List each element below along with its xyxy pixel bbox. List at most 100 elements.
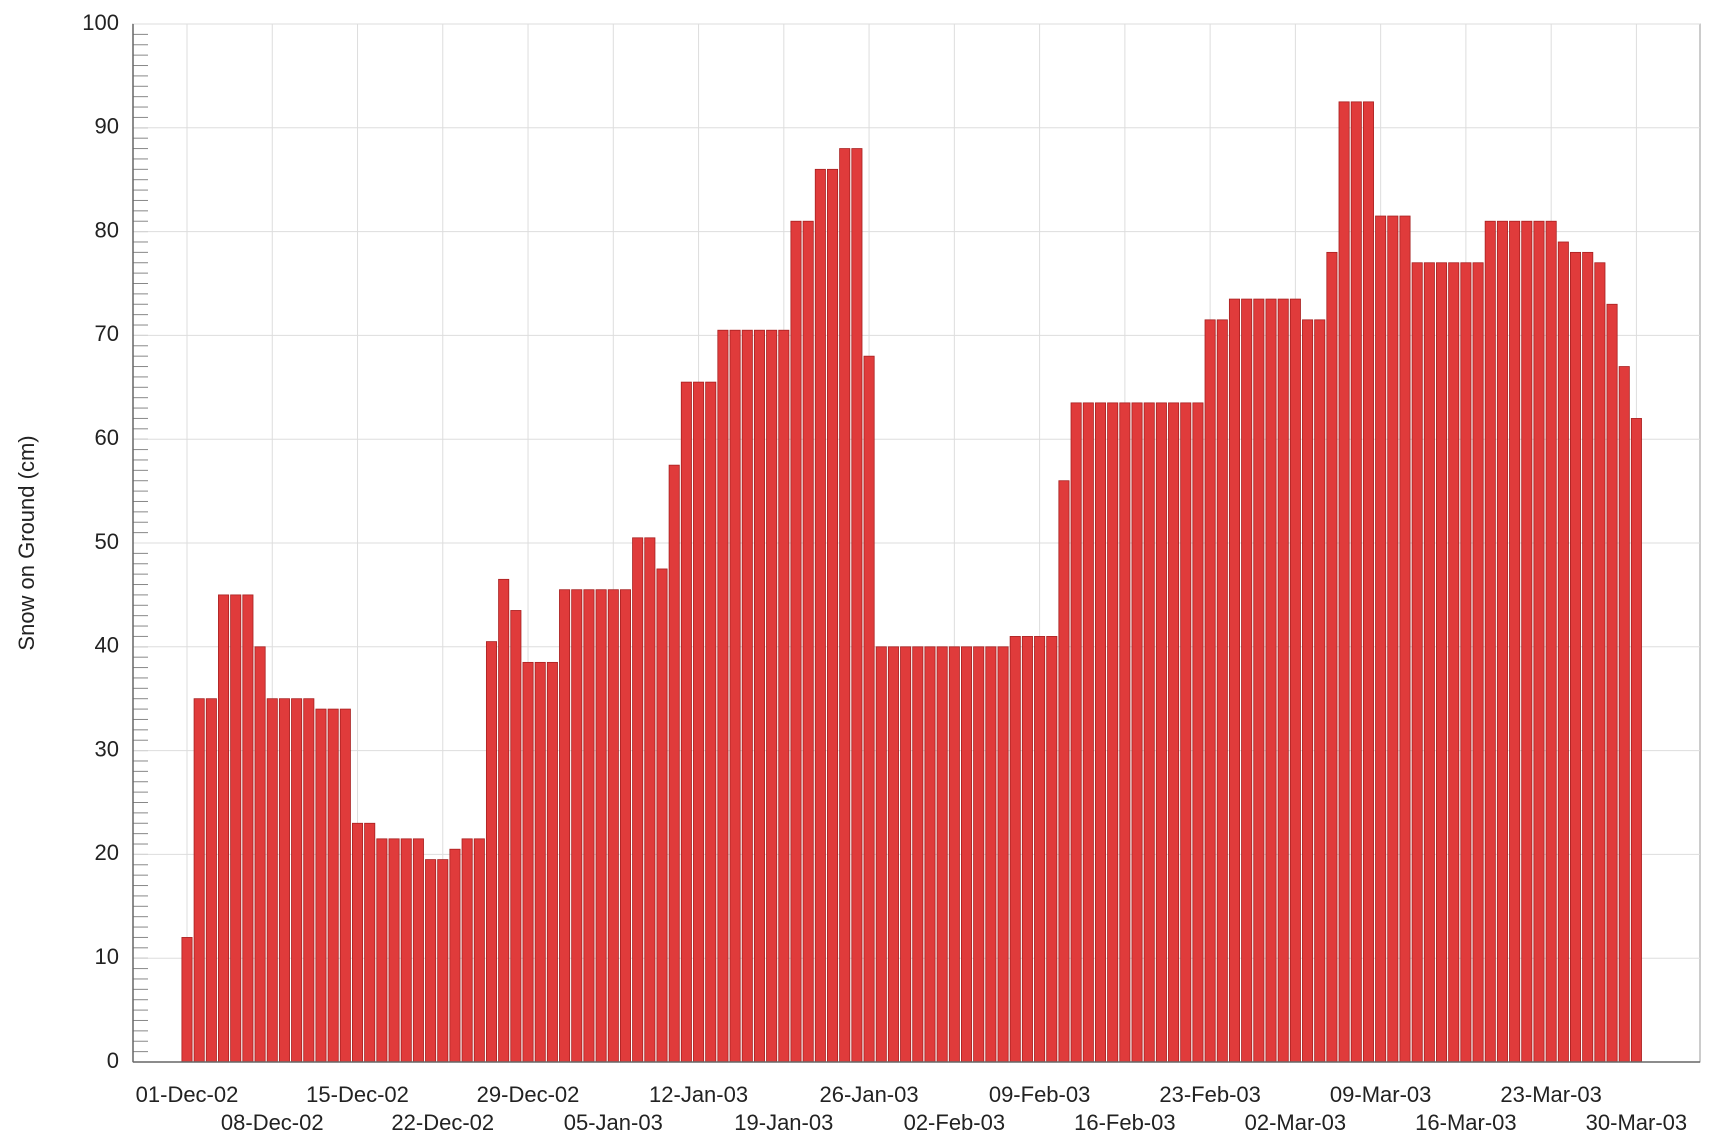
y-tick-label: 0 [107,1048,119,1073]
bar [1362,101,1374,1063]
bar [1350,101,1362,1063]
bar [1155,402,1167,1063]
bar [887,646,899,1063]
bar [778,329,790,1063]
bar [766,329,778,1063]
bar [327,708,339,1063]
bar [266,698,278,1063]
x-tick-label: 19-Jan-03 [734,1110,833,1135]
bar [827,168,839,1063]
x-tick-label: 23-Mar-03 [1500,1082,1601,1107]
x-tick-label: 16-Mar-03 [1415,1110,1516,1135]
bar [1423,262,1435,1063]
bar [1326,251,1338,1063]
y-tick-label: 100 [82,10,119,35]
bar [437,859,449,1063]
bar [693,381,705,1063]
bar [948,646,960,1063]
y-tick-label: 80 [95,217,119,242]
bar [461,838,473,1063]
bar [205,698,217,1063]
y-tick-label: 30 [95,736,119,761]
bar [571,589,583,1063]
x-tick-label: 29-Dec-02 [477,1082,580,1107]
x-tick-label: 02-Mar-03 [1245,1110,1346,1135]
bar [1570,251,1582,1063]
bar [900,646,912,1063]
bar [1253,298,1265,1063]
bar [1277,298,1289,1063]
bar [559,589,571,1063]
bar [1094,402,1107,1063]
bar [1387,215,1399,1063]
bar [741,329,753,1063]
bar [242,594,254,1063]
bar [753,329,765,1063]
bar [218,594,230,1063]
y-tick-label: 10 [95,944,119,969]
bar [1119,402,1131,1063]
bar [1289,298,1301,1063]
x-tick-label: 09-Mar-03 [1330,1082,1431,1107]
bar [1533,220,1545,1063]
bar [303,698,315,1063]
bar [1557,241,1569,1063]
y-tick-label: 50 [95,529,119,554]
bar [1606,303,1618,1063]
bar [973,646,985,1063]
bar [1070,402,1082,1063]
bar [1265,298,1277,1063]
bar [729,329,741,1063]
bar [1582,251,1594,1063]
bar [656,568,668,1063]
bar [668,464,680,1063]
x-tick-label: 02-Feb-03 [904,1110,1006,1135]
bar [912,646,924,1063]
bar [1496,220,1508,1063]
y-tick-label: 60 [95,425,119,450]
y-tick-label: 20 [95,840,119,865]
bar [1046,636,1058,1063]
bar [1484,220,1496,1063]
x-tick-label: 16-Feb-03 [1074,1110,1176,1135]
bar [291,698,303,1063]
bar [1107,402,1119,1063]
bar [1082,402,1094,1063]
bar [1204,319,1216,1063]
bar [851,148,863,1063]
bar [1521,220,1533,1063]
bar [717,329,729,1063]
bar [632,537,644,1063]
bar [1375,215,1387,1063]
bar [534,661,546,1063]
bar [607,589,619,1063]
bar [193,698,205,1063]
x-tick-label: 01-Dec-02 [136,1082,239,1107]
bar [802,220,814,1063]
x-tick-label: 26-Jan-03 [820,1082,919,1107]
bar [339,708,351,1063]
x-tick-label: 12-Jan-03 [649,1082,748,1107]
bar [1143,402,1155,1063]
bar [412,838,424,1063]
bar [449,848,461,1063]
bar [315,708,327,1063]
x-tick-label: 08-Dec-02 [221,1110,324,1135]
y-tick-label: 90 [95,114,119,139]
bar [814,168,826,1063]
bar [961,646,973,1063]
bar [1594,262,1606,1063]
bar [1302,319,1314,1063]
bar [997,646,1009,1063]
x-tick-label: 23-Feb-03 [1159,1082,1261,1107]
y-tick-label: 70 [95,321,119,346]
x-tick-label: 09-Feb-03 [989,1082,1091,1107]
bar [936,646,948,1063]
bar [644,537,656,1063]
bar [1509,220,1521,1063]
bar [1436,262,1448,1063]
x-tick-label: 05-Jan-03 [564,1110,663,1135]
bar [1241,298,1253,1063]
bar [1399,215,1411,1063]
bar [1168,402,1180,1063]
